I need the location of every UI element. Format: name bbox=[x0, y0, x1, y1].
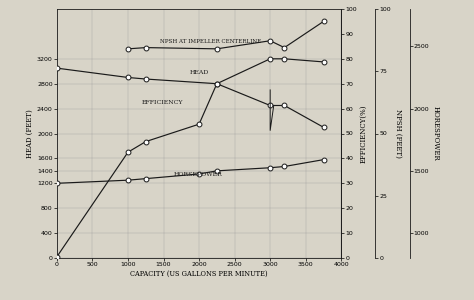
Text: EFFICIENCY: EFFICIENCY bbox=[142, 100, 184, 105]
X-axis label: CAPACITY (US GALLONS PER MINUTE): CAPACITY (US GALLONS PER MINUTE) bbox=[130, 270, 268, 278]
Y-axis label: HEAD (FEET): HEAD (FEET) bbox=[26, 109, 34, 158]
Y-axis label: EFFICIENCY(%): EFFICIENCY(%) bbox=[360, 104, 368, 163]
Text: NPSH AT IMPELLER CENTERLINE: NPSH AT IMPELLER CENTERLINE bbox=[160, 39, 261, 44]
Y-axis label: HORESPOWER: HORESPOWER bbox=[432, 106, 440, 161]
Text: HORSEPOWER: HORSEPOWER bbox=[174, 172, 223, 178]
Text: HEAD: HEAD bbox=[190, 70, 209, 75]
Y-axis label: NPSH (FEET): NPSH (FEET) bbox=[394, 109, 402, 158]
